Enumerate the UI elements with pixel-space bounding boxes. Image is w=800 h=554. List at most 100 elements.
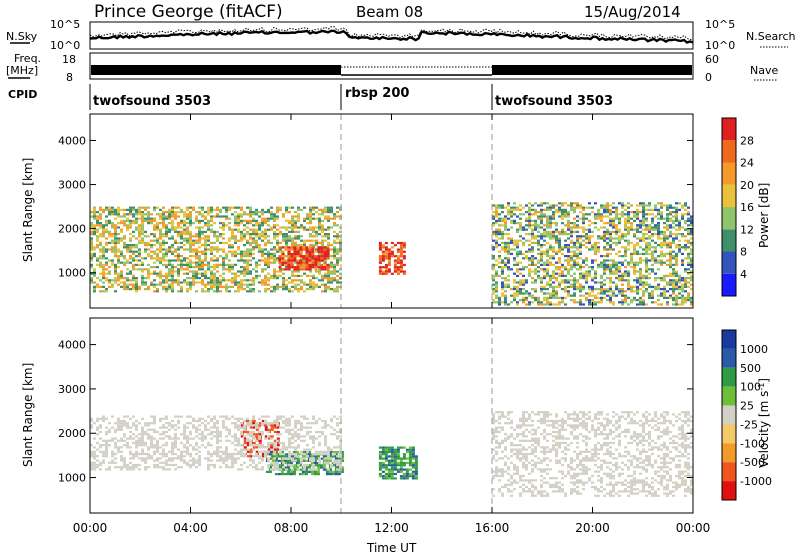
heatmap-cell — [681, 296, 684, 299]
heatmap-cell — [168, 422, 171, 425]
heatmap-cell — [96, 466, 99, 469]
heatmap-cell — [210, 277, 213, 280]
heatmap-cell — [171, 259, 174, 262]
heatmap-cell — [558, 259, 561, 262]
heatmap-cell — [183, 268, 186, 271]
heatmap-cell — [234, 211, 237, 214]
heatmap-cell — [654, 204, 657, 207]
heatmap-cell — [384, 263, 388, 267]
heatmap-cell — [327, 279, 330, 282]
heatmap-cell — [642, 239, 645, 242]
heatmap-cell — [606, 259, 609, 262]
heatmap-cell — [561, 211, 564, 214]
heatmap-cell — [231, 441, 234, 445]
heatmap-cell — [249, 283, 252, 286]
heatmap-cell — [234, 426, 237, 429]
heatmap-cell — [636, 215, 639, 218]
heatmap-cell — [249, 237, 252, 240]
heatmap-cell — [174, 457, 177, 460]
heatmap-cell — [102, 281, 105, 284]
heatmap-cell — [567, 250, 570, 253]
heatmap-cell — [387, 259, 391, 262]
heatmap-cell — [279, 250, 282, 253]
heatmap-cell — [90, 444, 93, 447]
heatmap-cell — [213, 435, 216, 438]
heatmap-cell — [411, 453, 415, 456]
heatmap-cell — [195, 215, 198, 218]
heatmap-cell — [210, 248, 213, 251]
heatmap-cell — [510, 213, 513, 216]
heatmap-cell — [603, 248, 606, 251]
heatmap-cell — [672, 239, 675, 242]
heatmap-cell — [222, 279, 225, 282]
heatmap-cell — [675, 279, 678, 282]
heatmap-cell — [282, 226, 285, 229]
heatmap-cell — [198, 268, 201, 271]
heatmap-cell — [96, 441, 99, 445]
heatmap-cell — [120, 426, 123, 429]
heatmap-cell — [285, 283, 288, 286]
heatmap-cell — [270, 255, 273, 258]
heatmap-cell — [274, 459, 278, 462]
heatmap-cell — [573, 224, 576, 227]
heatmap-cell — [147, 455, 150, 458]
heatmap-cell — [675, 213, 678, 216]
heatmap-cell — [237, 452, 240, 456]
heatmap-cell — [270, 257, 273, 260]
heatmap-cell — [192, 461, 195, 464]
heatmap-cell — [321, 230, 324, 233]
heatmap-cell — [498, 219, 501, 222]
heatmap-cell — [246, 437, 249, 440]
heatmap-cell — [156, 457, 159, 460]
heatmap-cell — [90, 263, 93, 266]
freq-frame — [89, 52, 694, 80]
heatmap-cell — [288, 277, 291, 280]
heatmap-cell — [114, 241, 117, 244]
heatmap-cell — [636, 261, 639, 264]
heatmap-cell — [255, 466, 258, 469]
heatmap-cell — [234, 452, 237, 456]
heatmap-cell — [198, 226, 201, 229]
heatmap-cell — [168, 259, 171, 262]
heatmap-cell — [591, 279, 594, 282]
heatmap-cell — [384, 266, 388, 269]
heatmap-cell — [201, 439, 204, 442]
heatmap-cell — [624, 219, 627, 222]
heatmap-cell — [204, 215, 207, 218]
heatmap-cell — [645, 277, 648, 280]
heatmap-cell — [642, 202, 645, 205]
heatmap-cell — [225, 252, 228, 255]
heatmap-cell — [274, 451, 278, 454]
heatmap-cell — [264, 290, 267, 293]
heatmap-cell — [273, 248, 276, 251]
heatmap-cell — [290, 246, 294, 249]
heatmap-cell — [627, 272, 630, 275]
heatmap-cell — [396, 248, 400, 251]
heatmap-cell — [316, 466, 320, 469]
heatmap-cell — [558, 230, 561, 233]
heatmap-cell — [243, 437, 247, 440]
heatmap-cell — [378, 261, 382, 264]
heatmap-cell — [570, 274, 573, 277]
heatmap-cell — [219, 208, 222, 211]
heatmap-cell — [105, 263, 108, 266]
heatmap-cell — [105, 215, 108, 218]
heatmap-cell — [657, 268, 660, 271]
heatmap-cell — [132, 422, 135, 425]
heatmap-cell — [534, 288, 537, 291]
heatmap-cell — [93, 457, 96, 460]
heatmap-cell — [381, 453, 385, 456]
heatmap-cell — [222, 206, 225, 209]
heatmap-cell — [537, 274, 540, 277]
heatmap-cell — [390, 461, 394, 465]
heatmap-cell — [168, 424, 171, 427]
heatmap-cell — [408, 446, 412, 449]
heatmap-cell — [156, 228, 159, 231]
heatmap-cell — [159, 250, 162, 253]
heatmap-cell — [258, 461, 261, 464]
heatmap-cell — [579, 204, 582, 207]
heatmap-cell — [687, 294, 690, 297]
heatmap-cell — [645, 250, 648, 253]
heatmap-cell — [162, 213, 165, 216]
heatmap-cell — [609, 270, 612, 273]
